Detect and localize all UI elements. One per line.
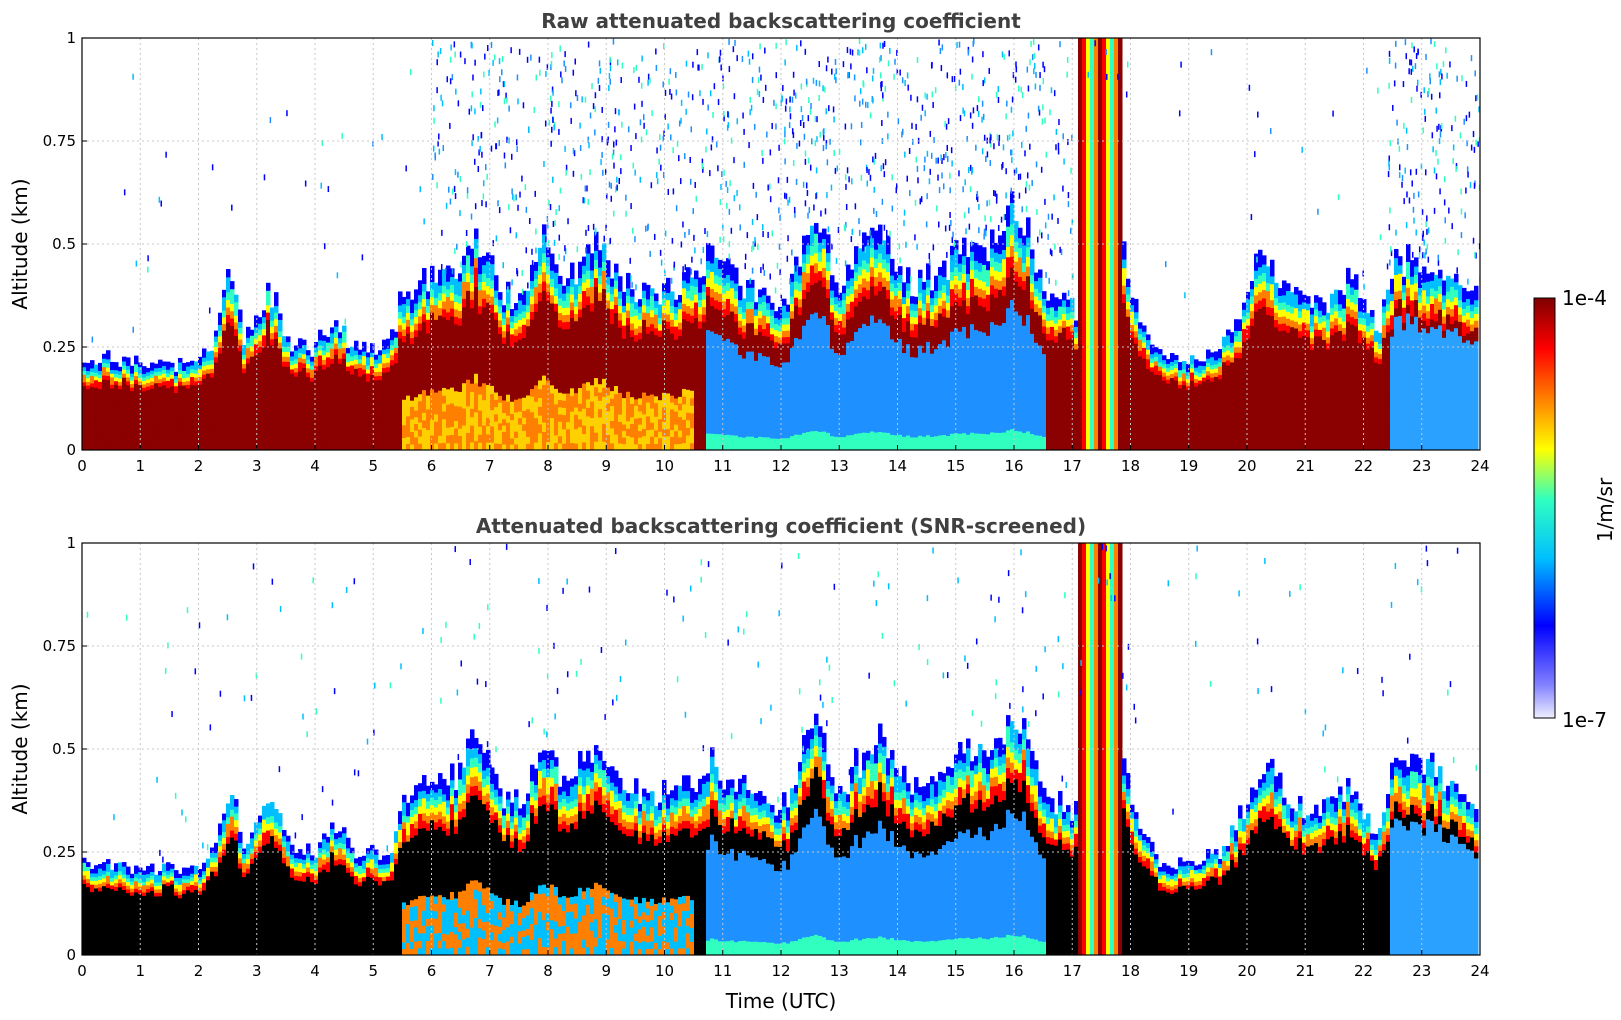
x-tick-label: 11 <box>713 962 732 980</box>
x-tick-label: 15 <box>946 457 965 475</box>
x-tick-label: 9 <box>601 962 611 980</box>
y-tick-label: 1 <box>66 29 76 47</box>
x-tick-label: 12 <box>771 457 790 475</box>
y-tick-label: 1 <box>66 534 76 552</box>
x-tick-label: 15 <box>946 962 965 980</box>
colorbar-min-label: 1e-7 <box>1562 708 1607 732</box>
x-tick-label: 19 <box>1179 457 1198 475</box>
x-tick-label: 22 <box>1354 962 1373 980</box>
y-tick-label: 0.75 <box>43 132 76 150</box>
x-tick-label: 23 <box>1412 962 1431 980</box>
colorbar-max-label: 1e-4 <box>1562 286 1607 310</box>
colorbar: 1e-4 1e-7 1/m/sr <box>1533 286 1617 732</box>
y-axis-label: Altitude (km) <box>8 178 32 309</box>
x-tick-label: 5 <box>368 962 378 980</box>
x-tick-label: 19 <box>1179 962 1198 980</box>
x-tick-label: 12 <box>771 962 790 980</box>
x-tick-label: 17 <box>1063 457 1082 475</box>
x-tick-label: 11 <box>713 457 732 475</box>
x-tick-label: 0 <box>77 457 87 475</box>
x-tick-label: 2 <box>194 962 204 980</box>
panel-title: Attenuated backscattering coefficient (S… <box>476 514 1086 538</box>
x-tick-label: 17 <box>1063 962 1082 980</box>
x-tick-label: 24 <box>1470 962 1489 980</box>
x-tick-label: 18 <box>1121 457 1140 475</box>
x-tick-label: 22 <box>1354 457 1373 475</box>
y-tick-label: 0.75 <box>43 637 76 655</box>
x-tick-label: 6 <box>427 962 437 980</box>
x-axis-label: Time (UTC) <box>725 989 837 1013</box>
x-tick-label: 13 <box>830 457 849 475</box>
y-axis-ticks: 0 0.25 0.5 0.75 1 <box>43 534 87 964</box>
x-tick-label: 16 <box>1004 457 1023 475</box>
x-tick-label: 3 <box>252 962 262 980</box>
y-axis-label: Altitude (km) <box>8 683 32 814</box>
x-tick-label: 0 <box>77 962 87 980</box>
y-tick-label: 0.5 <box>52 740 76 758</box>
x-tick-label: 14 <box>888 962 907 980</box>
x-axis-ticks: 0 1 2 3 4 5 6 7 8 9 10 11 12 13 14 15 16 17 18 19 20 21 22 23 24 <box>77 950 1490 980</box>
x-tick-label: 14 <box>888 457 907 475</box>
x-tick-label: 3 <box>252 457 262 475</box>
y-tick-label: 0.25 <box>43 843 76 861</box>
y-tick-label: 0.5 <box>52 235 76 253</box>
x-tick-label: 6 <box>427 457 437 475</box>
panel-title: Raw attenuated backscattering coefficien… <box>541 9 1021 33</box>
y-tick-label: 0 <box>66 946 76 964</box>
x-tick-label: 10 <box>655 962 674 980</box>
x-tick-label: 20 <box>1237 457 1256 475</box>
screened-backscatter-panel: Attenuated backscattering coefficient (S… <box>8 514 1490 1013</box>
x-tick-label: 8 <box>543 962 553 980</box>
x-tick-label: 7 <box>485 962 495 980</box>
y-tick-label: 0 <box>66 441 76 459</box>
x-tick-label: 5 <box>368 457 378 475</box>
x-tick-label: 9 <box>601 457 611 475</box>
x-tick-label: 2 <box>194 457 204 475</box>
x-axis-ticks: 0 1 2 3 4 5 6 7 8 9 10 11 12 13 14 15 16 17 18 19 20 21 22 23 24 <box>77 445 1490 475</box>
colorbar-unit-label: 1/m/sr <box>1593 477 1617 542</box>
x-tick-label: 20 <box>1237 962 1256 980</box>
x-tick-label: 1 <box>135 962 145 980</box>
x-tick-label: 1 <box>135 457 145 475</box>
y-tick-label: 0.25 <box>43 338 76 356</box>
x-tick-label: 24 <box>1470 457 1489 475</box>
x-tick-label: 18 <box>1121 962 1140 980</box>
x-tick-label: 4 <box>310 457 320 475</box>
x-tick-label: 4 <box>310 962 320 980</box>
x-tick-label: 7 <box>485 457 495 475</box>
y-axis-ticks: 0 0.25 0.5 0.75 1 <box>43 29 87 459</box>
x-tick-label: 8 <box>543 457 553 475</box>
x-tick-label: 21 <box>1296 457 1315 475</box>
x-tick-label: 16 <box>1004 962 1023 980</box>
x-tick-label: 21 <box>1296 962 1315 980</box>
x-tick-label: 13 <box>830 962 849 980</box>
raw-backscatter-panel: Raw attenuated backscattering coefficien… <box>8 9 1490 475</box>
colorbar-gradient <box>1533 297 1556 719</box>
x-tick-label: 23 <box>1412 457 1431 475</box>
x-tick-label: 10 <box>655 457 674 475</box>
